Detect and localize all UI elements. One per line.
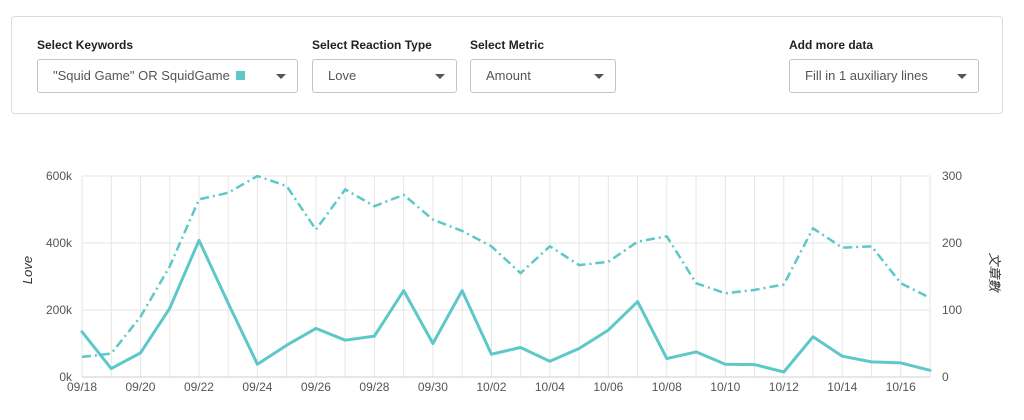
x-tick-label: 10/06 <box>593 380 623 394</box>
more-data-select[interactable]: Fill in 1 auxiliary lines <box>789 59 979 93</box>
chevron-down-icon <box>957 74 967 79</box>
keywords-filter: Select Keywords "Squid Game" OR SquidGam… <box>37 37 298 93</box>
series-lines <box>80 174 932 374</box>
reaction-filter: Select Reaction Type Love <box>312 37 457 93</box>
series-line-right-axis <box>81 174 931 359</box>
chart-grid <box>81 175 931 378</box>
y2-tick-label: 0 <box>942 370 949 384</box>
y2-tick-label: 100 <box>942 303 962 317</box>
more-data-label: Add more data <box>789 38 874 52</box>
y-tick-label: 200k <box>46 303 73 317</box>
x-tick-label: 10/12 <box>769 380 799 394</box>
x-tick-label: 09/18 <box>67 380 97 394</box>
keywords-label: Select Keywords <box>37 38 134 52</box>
chevron-down-icon <box>276 74 286 79</box>
metric-label: Select Metric <box>470 38 545 52</box>
y2-axis-label: 文章數 <box>987 252 1002 293</box>
filter-panel: Select Keywords "Squid Game" OR SquidGam… <box>11 16 1003 114</box>
chevron-down-icon <box>435 74 445 79</box>
keywords-value: "Squid Game" OR SquidGame <box>53 68 230 83</box>
series-color-swatch <box>235 71 245 80</box>
y-tick-label: 0k <box>59 370 73 384</box>
more-data-filter: Add more data Fill in 1 auxiliary lines <box>789 37 979 93</box>
left-axis: 0k 200k 400k 600k <box>46 169 73 384</box>
reaction-line-chart: 0k 200k 400k 600k 0 100 200 300 09/18 09/20 09/2… <box>20 169 1002 394</box>
x-tick-label: 09/24 <box>242 380 272 394</box>
reaction-label: Select Reaction Type <box>312 38 432 52</box>
x-tick-label: 09/22 <box>184 380 214 394</box>
metric-value: Amount <box>486 68 531 83</box>
y-tick-label: 400k <box>46 236 73 250</box>
metric-filter: Select Metric Amount <box>470 37 616 93</box>
y-axis-label: Love <box>20 256 35 284</box>
x-tick-label: 10/04 <box>535 380 565 394</box>
y-tick-label: 600k <box>46 169 73 183</box>
x-tick-label: 09/20 <box>125 380 155 394</box>
x-tick-label: 10/08 <box>652 380 682 394</box>
x-tick-label: 10/14 <box>827 380 857 394</box>
y2-tick-label: 200 <box>942 236 962 250</box>
more-data-value: Fill in 1 auxiliary lines <box>805 68 928 83</box>
x-tick-label: 10/10 <box>710 380 740 394</box>
reaction-select[interactable]: Love <box>312 59 457 93</box>
x-tick-label: 09/30 <box>418 380 448 394</box>
right-axis: 0 100 200 300 <box>942 169 962 384</box>
x-tick-label: 10/16 <box>886 380 916 394</box>
keywords-select[interactable]: "Squid Game" OR SquidGame <box>37 59 298 93</box>
chevron-down-icon <box>594 74 604 79</box>
x-axis: 09/18 09/20 09/22 09/24 09/26 09/28 09/30 10/02… <box>67 380 916 394</box>
reaction-value: Love <box>328 68 357 83</box>
series-line-left-axis <box>80 238 932 374</box>
x-tick-label: 09/28 <box>359 380 389 394</box>
y2-tick-label: 300 <box>942 169 962 183</box>
x-tick-label: 09/26 <box>301 380 331 394</box>
x-tick-label: 10/02 <box>476 380 506 394</box>
metric-select[interactable]: Amount <box>470 59 616 93</box>
